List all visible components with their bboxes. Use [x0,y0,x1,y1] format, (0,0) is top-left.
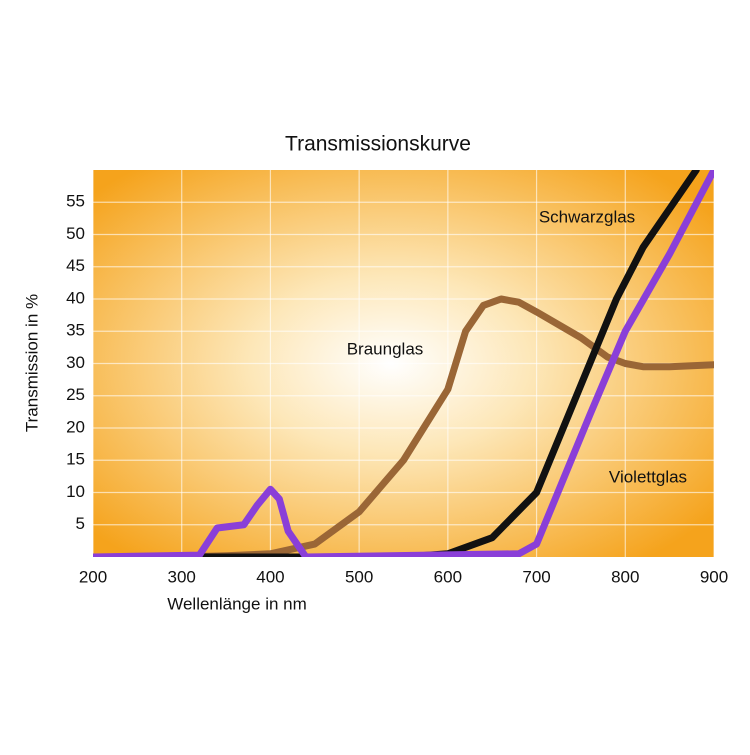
y-tick-label: 10 [66,482,85,501]
y-tick-label: 30 [66,353,85,372]
x-tick-label: 900 [700,567,728,586]
y-tick-label: 40 [66,288,85,307]
y-tick-label: 5 [76,514,85,533]
y-tick-label: 15 [66,450,85,469]
y-axis-label: Transmission in % [22,294,41,432]
x-tick-label: 700 [522,567,550,586]
x-tick-label: 300 [168,567,196,586]
series-label: Braunglas [347,339,424,358]
grid [92,170,715,557]
x-tick-label: 800 [611,567,639,586]
y-tick-label: 35 [66,321,85,340]
x-tick-label: 600 [434,567,462,586]
y-tick-label: 55 [66,192,85,211]
series-label: Schwarzglas [539,207,635,226]
y-tick-label: 25 [66,385,85,404]
lines [93,170,714,557]
series-label: Violettglas [609,467,687,486]
x-tick-label: 500 [345,567,373,586]
x-tick-label: 200 [79,567,107,586]
x-tick-label: 400 [256,567,284,586]
y-tick-label: 50 [66,224,85,243]
y-tick-label: 20 [66,417,85,436]
series-line [93,170,714,557]
y-tick-label: 45 [66,256,85,275]
x-axis-label: Wellenlänge in nm [167,594,307,613]
chart-title: Transmissionskurve [285,133,471,156]
